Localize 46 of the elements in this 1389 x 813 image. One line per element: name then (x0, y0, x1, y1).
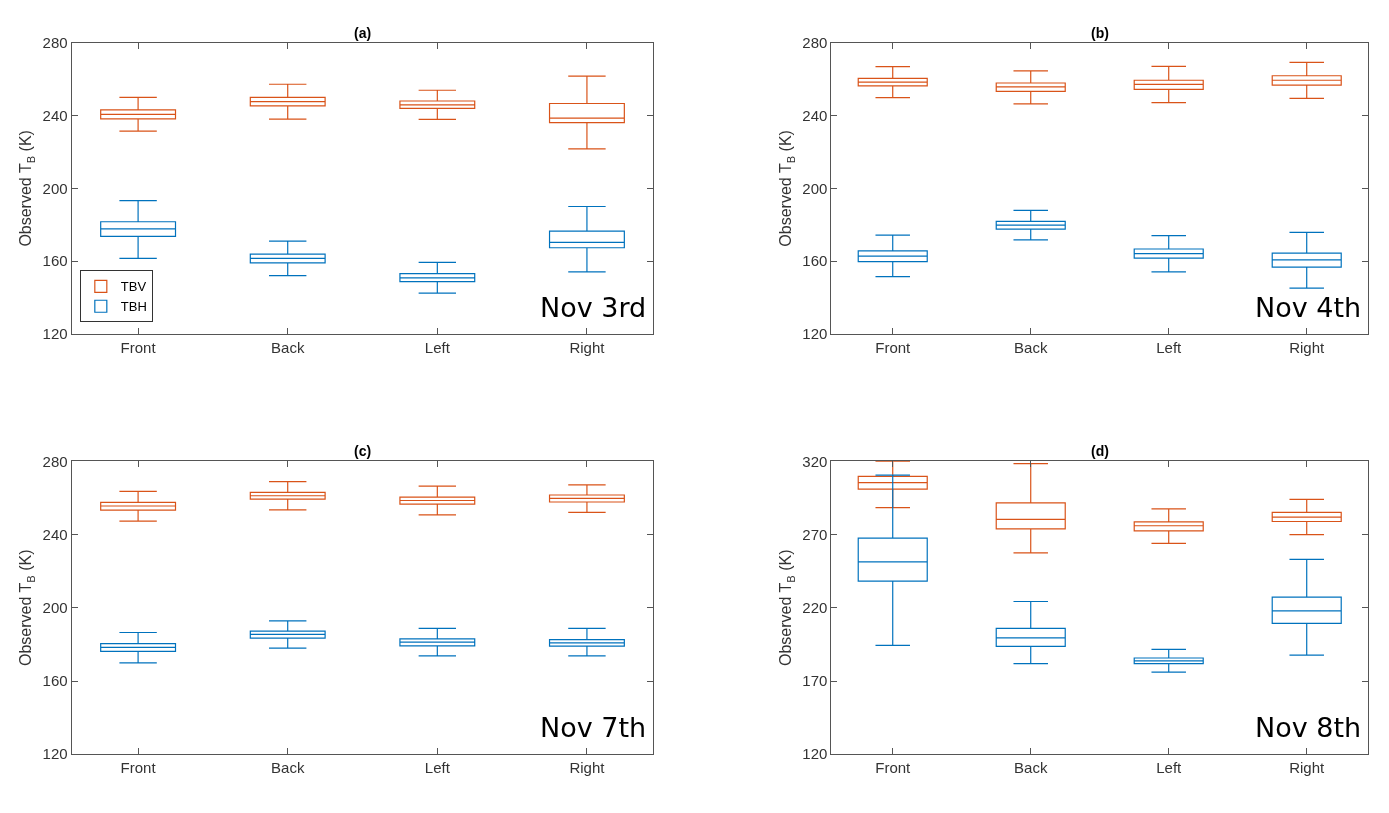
x-tick-label: Front (120, 759, 157, 777)
y-tick-label: 270 (802, 525, 828, 543)
x-tick-label: Left (1156, 759, 1183, 777)
y-tick-label: 160 (42, 252, 68, 270)
x-tick-label: Left (1156, 338, 1183, 356)
annotation: Nov 3rd (540, 292, 647, 323)
y-tick-label: 120 (802, 324, 828, 342)
x-tick-label: Right (1289, 338, 1326, 356)
y-tick-label: 220 (802, 599, 828, 617)
legend-label: TBV (120, 279, 147, 295)
x-tick-label: Back (271, 338, 305, 356)
annotation: Nov 4th (1255, 292, 1362, 323)
x-tick-label: Front (120, 338, 157, 356)
chart-title: (b) (1091, 25, 1109, 41)
legend-label: TBH (120, 299, 147, 315)
y-tick-label: 160 (42, 672, 68, 690)
x-tick-label: Right (569, 759, 606, 777)
y-tick-label: 280 (42, 452, 68, 470)
y-tick-label: 120 (802, 745, 828, 763)
x-tick-label: Back (271, 759, 305, 777)
y-tick-label: 200 (42, 179, 68, 197)
x-tick-label: Back (1014, 759, 1048, 777)
y-tick-label: 240 (42, 525, 68, 543)
chart-title: (c) (354, 443, 372, 459)
chart-title: (d) (1091, 443, 1109, 459)
x-tick-label: Right (1289, 759, 1326, 777)
y-tick-label: 120 (42, 745, 68, 763)
y-tick-label: 170 (802, 672, 828, 690)
y-tick-label: 240 (802, 106, 828, 124)
y-tick-label: 320 (802, 452, 828, 470)
y-tick-label: 280 (42, 34, 68, 52)
x-tick-label: Left (424, 759, 451, 777)
x-tick-label: Back (1014, 338, 1048, 356)
y-tick-label: 200 (802, 179, 828, 197)
x-tick-label: Front (875, 759, 912, 777)
annotation: Nov 7th (540, 712, 647, 743)
y-tick-label: 240 (42, 106, 68, 124)
annotation: Nov 8th (1255, 712, 1362, 743)
y-tick-label: 200 (42, 599, 68, 617)
chart-title: (a) (354, 25, 372, 41)
x-tick-label: Right (569, 338, 606, 356)
y-tick-label: 280 (802, 34, 828, 52)
y-tick-label: 120 (42, 324, 68, 342)
x-tick-label: Front (875, 338, 912, 356)
x-tick-label: Left (424, 338, 451, 356)
y-tick-label: 160 (802, 252, 828, 270)
